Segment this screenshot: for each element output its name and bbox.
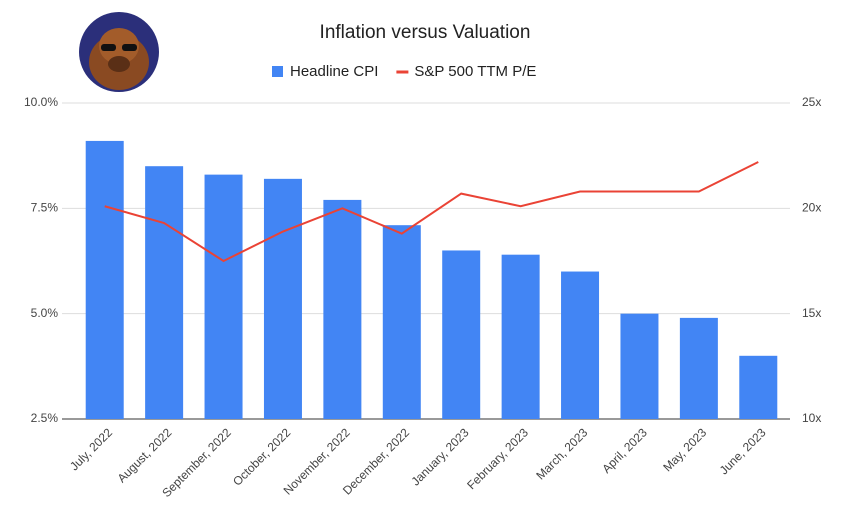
bar <box>204 174 243 419</box>
legend-swatch <box>272 66 283 77</box>
bar <box>739 355 778 419</box>
avatar <box>79 12 159 92</box>
bar <box>442 250 481 419</box>
bar <box>145 166 184 419</box>
bar <box>382 225 421 419</box>
bar <box>501 254 540 419</box>
chart-title: Inflation versus Valuation <box>320 22 531 43</box>
bar <box>561 271 600 419</box>
bar <box>85 140 124 420</box>
legend-label: S&P 500 TTM P/E <box>414 63 536 80</box>
y2-tick-label: 15x <box>802 306 821 320</box>
legend: Headline CPI S&P 500 TTM P/E <box>272 63 536 80</box>
line <box>104 161 759 263</box>
y2-tick-label: 20x <box>802 201 821 215</box>
bar <box>323 199 362 419</box>
y2-tick-label: 25x <box>802 95 821 109</box>
y-tick-label: 10.0% <box>24 95 58 109</box>
y-tick-label: 5.0% <box>31 306 59 320</box>
y-tick-label: 2.5% <box>31 411 59 425</box>
bar <box>620 313 659 419</box>
bar <box>679 317 718 419</box>
bar <box>263 178 302 419</box>
legend-label: Headline CPI <box>290 63 378 80</box>
y-tick-label: 7.5% <box>31 201 59 215</box>
y2-tick-label: 10x <box>802 411 821 425</box>
